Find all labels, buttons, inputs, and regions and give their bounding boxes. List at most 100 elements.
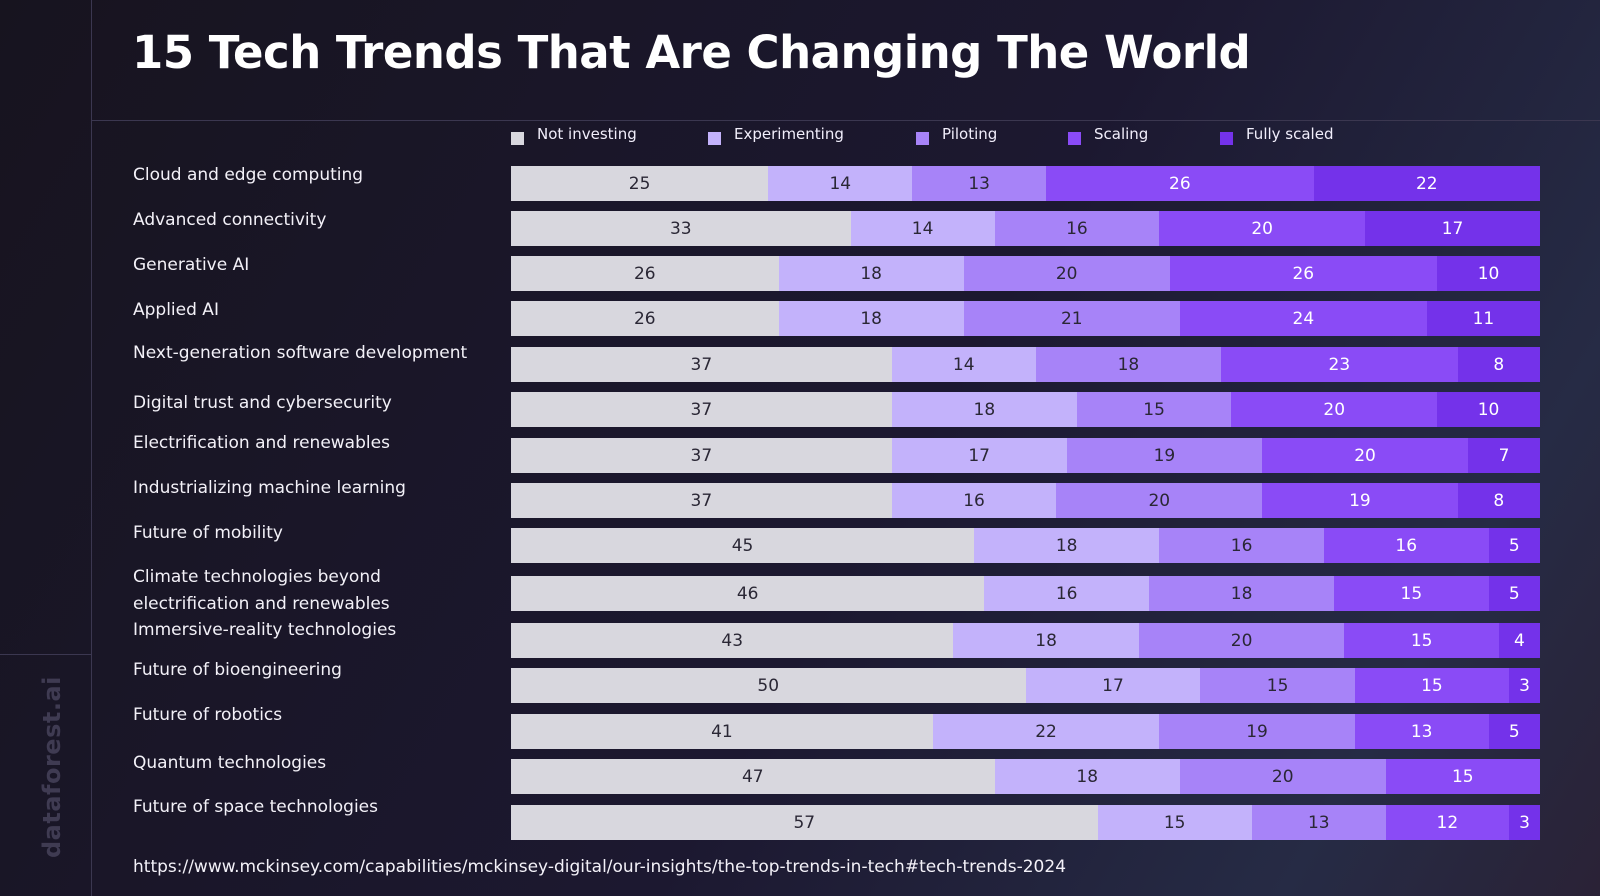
bar-segment-not-investing: 50 [511,668,1026,703]
legend-swatch-scaling [1068,131,1081,145]
bar-segment-fully-scaled: 5 [1488,528,1540,563]
legend-label-piloting: Piloting [942,125,998,143]
bar-segment-fully-scaled: 11 [1426,301,1540,336]
row-label: Future of space technologies [133,797,378,817]
bar-segment-piloting: 15 [1200,668,1355,703]
bar-segment-fully-scaled: 10 [1437,256,1540,291]
bar-segment-not-investing: 47 [511,759,995,794]
bar-segment-experimenting: 14 [768,166,913,201]
row-label: Quantum technologies [133,753,327,773]
bar-segment-experimenting: 18 [953,623,1139,658]
bar-segment-fully-scaled: 17 [1365,211,1540,246]
bar-segment-not-investing: 45 [511,528,975,563]
bar-segment-fully-scaled: 3 [1509,668,1540,703]
bar-segment-scaling: 24 [1179,301,1427,336]
bar-segment-scaling: 20 [1231,392,1438,427]
legend-item-experimenting: Experimenting [708,124,844,145]
bar-segment-piloting: 13 [1251,805,1386,840]
bar-segment-scaling: 23 [1221,347,1458,382]
left-rail [0,0,92,896]
chart-title: 15 Tech Trends That Are Changing The Wor… [132,26,1251,79]
bar-segment-piloting: 20 [963,256,1170,291]
bar-segment-experimenting: 18 [994,759,1180,794]
row-label: Future of mobility [133,523,283,543]
bar-segment-fully-scaled: 3 [1509,805,1540,840]
row-label: Future of bioengineering [133,660,342,680]
legend-item-piloting: Piloting [916,124,998,145]
bar-row: 37 16 20 19 8 [511,483,1540,518]
bar-segment-scaling: 16 [1323,528,1489,563]
bar-segment-scaling: 20 [1262,438,1468,473]
source-link[interactable]: https://www.mckinsey.com/capabilities/mc… [133,857,1067,877]
bar-segment-not-investing: 37 [511,483,892,518]
bar-segment-fully-scaled: 5 [1488,714,1540,749]
rail-divider [0,654,91,655]
legend-item-fully-scaled: Fully scaled [1220,124,1333,145]
bar-segment-not-investing: 57 [511,805,1098,840]
legend-label-scaling: Scaling [1094,125,1149,143]
bar-segment-scaling: 15 [1334,576,1489,611]
bar-row: 37 17 19 20 7 [511,438,1540,473]
bar-row: 45 18 16 16 5 [511,528,1540,563]
bar-segment-fully-scaled: 5 [1488,576,1540,611]
bar-segment-scaling: 26 [1169,256,1438,291]
bar-segment-not-investing: 37 [511,438,892,473]
bar-segment-piloting: 18 [1148,576,1335,611]
bar-segment-experimenting: 22 [932,714,1160,749]
bar-segment-fully-scaled: 7 [1467,438,1540,473]
bar-segment-not-investing: 43 [511,623,954,658]
bar-row: 33 14 16 20 17 [511,211,1540,246]
bar-segment-scaling: 13 [1354,714,1489,749]
bar-row: 43 18 20 15 4 [511,623,1540,658]
bar-segment-experimenting: 15 [1097,805,1252,840]
bar-segment-piloting: 20 [1179,759,1386,794]
bar-segment-experimenting: 17 [891,438,1067,473]
bar-row: 46 16 18 15 5 [511,576,1540,611]
bar-segment-piloting: 15 [1076,392,1232,427]
bar-segment-fully-scaled: 8 [1457,483,1540,518]
row-label: Next-generation software development [133,343,468,363]
bar-segment-fully-scaled: 8 [1457,347,1540,382]
bar-segment-scaling: 12 [1385,805,1510,840]
legend-label-not-investing: Not investing [537,125,637,143]
legend-label-experimenting: Experimenting [734,125,844,143]
bar-segment-fully-scaled: 10 [1437,392,1540,427]
bar-row: 37 14 18 23 8 [511,347,1540,382]
row-label: Cloud and edge computing [133,165,364,185]
row-label: Generative AI [133,255,250,275]
bar-row: 26 18 21 24 11 [511,301,1540,336]
bar-segment-experimenting: 17 [1025,668,1201,703]
bar-segment-fully-scaled: 4 [1498,623,1540,658]
bar-segment-scaling: 20 [1159,211,1366,246]
title-divider [91,120,1600,121]
bar-segment-not-investing: 37 [511,392,892,427]
bar-segment-not-investing: 37 [511,347,892,382]
row-label: Immersive-reality technologies [133,620,397,640]
bar-segment-experimenting: 16 [891,483,1057,518]
bar-segment-experimenting: 18 [778,301,964,336]
bar-segment-piloting: 19 [1159,714,1355,749]
row-label: Advanced connectivity [133,210,327,230]
bar-segment-not-investing: 26 [511,256,779,291]
bar-segment-piloting: 20 [1056,483,1263,518]
bar-segment-piloting: 16 [1159,528,1324,563]
bar-row: 47 18 20 15 [511,759,1540,794]
legend-swatch-piloting [916,131,929,145]
row-label: Digital trust and cybersecurity [133,393,392,413]
bar-row: 41 22 19 13 5 [511,714,1540,749]
bar-segment-scaling: 15 [1354,668,1510,703]
bar-segment-experimenting: 16 [984,576,1149,611]
bar-segment-experimenting: 14 [891,347,1036,382]
bar-row: 25 14 13 26 22 [511,166,1540,201]
bar-segment-scaling: 15 [1385,759,1540,794]
bar-segment-piloting: 13 [912,166,1047,201]
bar-segment-fully-scaled: 22 [1313,166,1540,201]
bar-segment-not-investing: 41 [511,714,933,749]
bar-segment-experimenting: 18 [778,256,964,291]
legend-swatch-experimenting [708,131,721,145]
legend-swatch-not-investing [511,131,524,145]
bar-row: 50 17 15 15 3 [511,668,1540,703]
row-label: Future of robotics [133,705,283,725]
bar-row: 57 15 13 12 3 [511,805,1540,840]
brand-watermark: dataforest.ai [38,676,66,858]
